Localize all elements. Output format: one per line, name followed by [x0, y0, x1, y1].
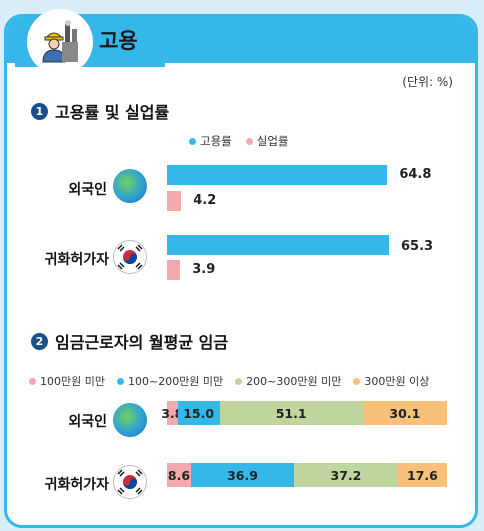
- legend-wage-3-label: 200~300만원 미만: [246, 375, 342, 388]
- c2-seg-label-0-1: 15.0: [183, 405, 215, 421]
- legend-dot-wage-4: [353, 377, 361, 385]
- c2-seg-1-0: 8.6: [167, 463, 191, 487]
- c2-seg-1-2: 37.2: [294, 463, 398, 487]
- legend-wage-3: 200~300만원 미만: [235, 373, 341, 389]
- korea-flag-icon-2: [113, 465, 147, 499]
- legend-employment-label: 고용률: [200, 134, 232, 148]
- c2-seg-label-1-0: 8.6: [167, 467, 191, 483]
- legend-wage-1-label: 100만원 미만: [40, 375, 105, 388]
- korea-flag-icon: [113, 240, 147, 274]
- c1-val-employment-foreigner: 64.8: [399, 167, 432, 182]
- legend-dot-employment: [189, 137, 196, 145]
- c2-label-naturalized: 귀화허가자: [44, 477, 109, 493]
- c1-label-naturalized: 귀화허가자: [44, 252, 109, 268]
- legend-unemployment: 실업률: [245, 133, 289, 149]
- logo-circle: [27, 9, 93, 75]
- legend-dot-wage-1: [29, 377, 36, 385]
- legend-dot-wage-3: [235, 377, 243, 385]
- section1-title-text: 고용률 및 실업률: [55, 103, 170, 122]
- c2-seg-0-1: 15.0: [177, 401, 220, 425]
- taegeuk-icon-2: [117, 469, 143, 495]
- c2-seg-0-3: 30.1: [362, 401, 447, 425]
- c2-label-foreigner: 외국인: [68, 414, 107, 430]
- c1-bar-unemployment-naturalized: [167, 260, 181, 280]
- c1-val-employment-naturalized: 65.3: [401, 239, 434, 254]
- c1-val-unemployment-naturalized: 3.9: [192, 262, 216, 277]
- legend-1: 고용률 실업률: [189, 133, 289, 149]
- c2-seg-label-0-2: 51.1: [275, 405, 307, 421]
- legend-wage-4-label: 300만원 이상: [364, 375, 430, 388]
- legend-2: 100만원 미만 100~200만원 미만 200~300만원 미만 300만원…: [29, 373, 429, 389]
- taegeuk-icon: [117, 244, 143, 270]
- legend-dot-unemployment: [245, 137, 253, 145]
- c2-seg-0-0: 3.8: [161, 401, 183, 425]
- section1-number: 1: [31, 102, 48, 120]
- legend-unemployment-label: 실업률: [256, 134, 289, 148]
- legend-dot-wage-2: [116, 377, 124, 385]
- header-title: 고용: [99, 29, 138, 53]
- c2-seg-0-2: 51.1: [219, 401, 363, 425]
- globe-icon-2: [113, 403, 147, 437]
- c2-seg-1-3: 17.6: [397, 463, 447, 487]
- c2-seg-label-1-3: 17.6: [407, 467, 438, 483]
- worker-icon: [42, 20, 78, 63]
- legend-wage-4: 300만원 이상: [353, 373, 429, 389]
- c1-val-unemployment-foreigner: 4.2: [193, 193, 217, 208]
- legend-employment: 고용률: [189, 133, 232, 149]
- legend-wage-2-label: 100~200만원 미만: [127, 375, 224, 388]
- c1-label-foreigner: 외국인: [68, 182, 107, 198]
- unit-label: (단위: %): [402, 75, 453, 89]
- c1-bar-employment-naturalized: [167, 235, 390, 255]
- c1-bar-unemployment-foreigner: [167, 191, 182, 211]
- c1-bar-employment-foreigner: [167, 165, 388, 185]
- globe-icon: [113, 169, 147, 203]
- section2-title: 2 임금근로자의 월평균 임금: [31, 329, 228, 353]
- c2-seg-1-1: 36.9: [191, 463, 294, 487]
- employment-card: 고용 (단위: %) 1 고용률 및 실업률 고용률 실업률 외국인 64.8 …: [4, 9, 478, 528]
- section2-title-text: 임금근로자의 월평균 임금: [55, 333, 229, 352]
- section1-title: 1 고용률 및 실업률: [31, 99, 169, 123]
- legend-wage-1: 100만원 미만: [29, 373, 105, 389]
- legend-wage-2: 100~200만원 미만: [116, 373, 224, 389]
- c2-seg-label-1-2: 37.2: [330, 467, 362, 483]
- section2-number: 2: [31, 332, 48, 350]
- c2-seg-label-0-3: 30.1: [389, 405, 421, 421]
- c2-seg-label-1-1: 36.9: [227, 467, 258, 483]
